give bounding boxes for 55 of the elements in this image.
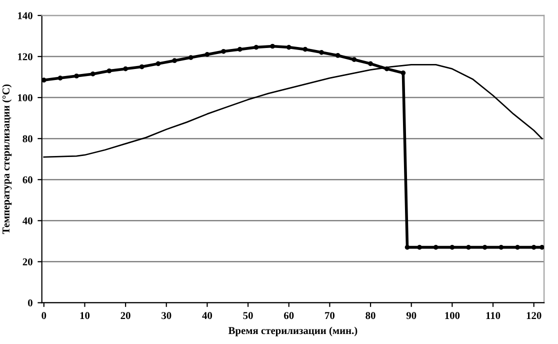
- x-tick-label: 40: [202, 312, 212, 320]
- point: [368, 61, 373, 66]
- y-tick-label: 120: [18, 53, 32, 60]
- x-tick-label: 90: [406, 312, 416, 320]
- point: [58, 76, 63, 80]
- point: [540, 244, 544, 250]
- point: [42, 78, 46, 83]
- y-tick-label: 100: [18, 94, 32, 102]
- point: [188, 55, 194, 60]
- y-tick-label: 20: [22, 258, 32, 266]
- point: [352, 57, 357, 62]
- point: [319, 50, 324, 55]
- point: [531, 244, 536, 250]
- point: [270, 44, 275, 49]
- point: [237, 46, 242, 52]
- point: [482, 244, 488, 250]
- point: [139, 64, 144, 70]
- x-tick-label: 0: [42, 312, 46, 320]
- y-tick-label: 0: [28, 299, 32, 306]
- x-tick-label: 70: [325, 312, 335, 320]
- point: [335, 53, 340, 58]
- x-tick-label: 20: [120, 312, 130, 320]
- point: [417, 244, 422, 250]
- x-tick-label: 80: [366, 312, 376, 320]
- point: [515, 244, 520, 250]
- point: [123, 66, 128, 72]
- point: [254, 44, 259, 50]
- point: [404, 244, 410, 250]
- point: [466, 244, 471, 250]
- point: [286, 44, 292, 50]
- point: [498, 244, 504, 250]
- point: [90, 72, 96, 76]
- point: [74, 74, 79, 78]
- point: [302, 46, 308, 52]
- point: [400, 70, 406, 76]
- x-tick-label: 50: [243, 312, 253, 320]
- x-tick-label: 100: [445, 312, 460, 320]
- point: [172, 58, 177, 64]
- x-tick-label: 30: [162, 312, 172, 320]
- y-tick-label: 140: [18, 12, 32, 20]
- x-tick-label: 10: [80, 312, 90, 320]
- y-tick-label: 40: [22, 217, 32, 224]
- y-axis-title: Температура стерилизации (°C): [2, 84, 12, 234]
- point: [156, 61, 161, 66]
- x-axis-title: Время стерилизации (мин.): [228, 326, 358, 336]
- point: [450, 244, 455, 250]
- x-tick-label: 120: [526, 312, 542, 320]
- y-tick-label: 80: [22, 135, 32, 142]
- point: [204, 52, 210, 57]
- x-tick-label: 110: [486, 312, 500, 320]
- point: [106, 68, 112, 74]
- point: [433, 244, 438, 250]
- y-tick-label: 60: [22, 176, 32, 184]
- point: [221, 48, 226, 54]
- x-tick-label: 60: [284, 312, 294, 320]
